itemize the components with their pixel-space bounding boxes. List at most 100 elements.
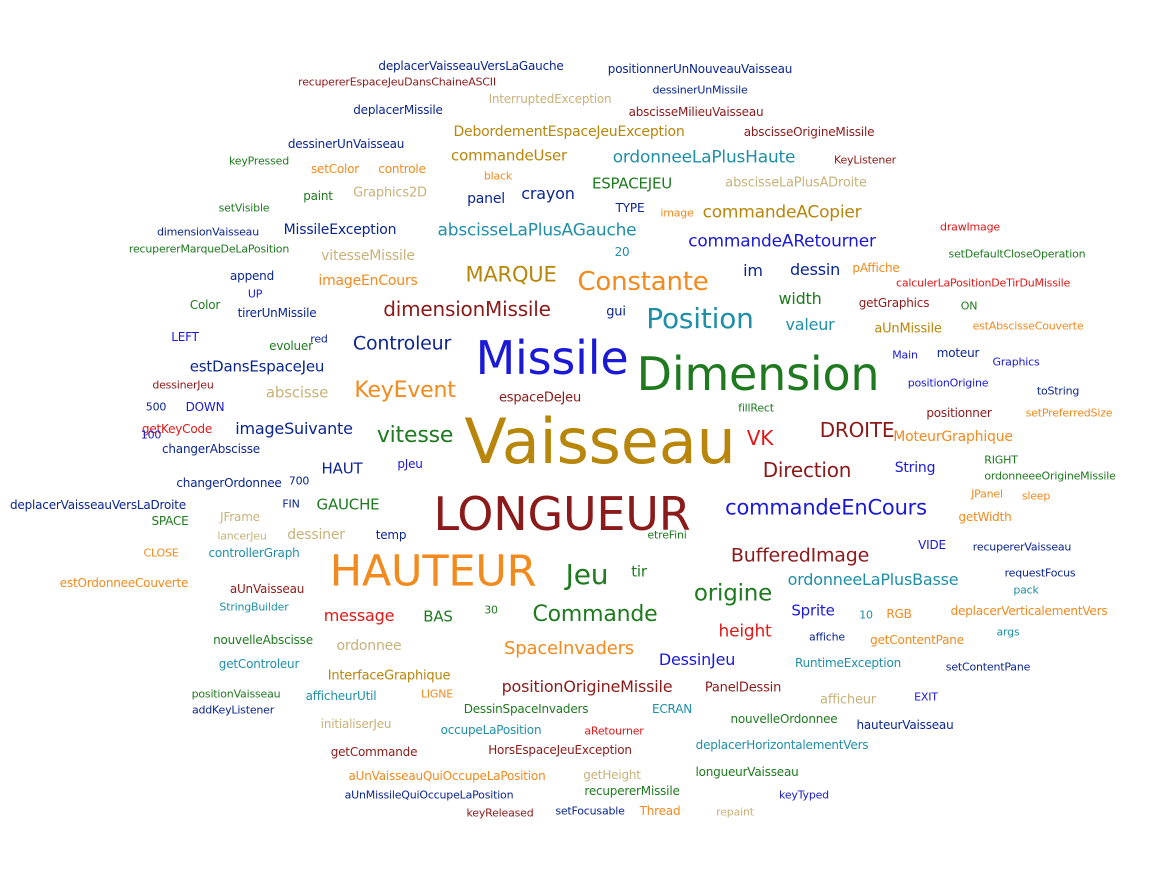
cloud-word: 500 [145, 400, 167, 414]
cloud-word: CLOSE [143, 546, 179, 560]
cloud-word: String [894, 460, 936, 476]
cloud-word: abscisseMilieuVaisseau [628, 105, 764, 119]
cloud-word: dessinerUnVaisseau [287, 137, 405, 151]
cloud-word: LONGUEUR [433, 487, 691, 541]
cloud-word: addKeyListener [191, 703, 275, 717]
cloud-word: getGraphics [858, 296, 930, 310]
cloud-word: Controleur [352, 332, 452, 355]
cloud-word: calculerLaPositionDeTirDuMissile [895, 276, 1071, 290]
cloud-word: KeyListener [833, 153, 897, 167]
cloud-word: SpaceInvaders [504, 638, 634, 659]
cloud-word: DessinSpaceInvaders [463, 702, 589, 716]
cloud-word: LEFT [171, 330, 199, 344]
cloud-word: drawImage [940, 220, 1000, 234]
cloud-word: valeur [785, 315, 835, 334]
cloud-word: commandeUser [451, 146, 567, 165]
cloud-word: dessin [789, 260, 841, 279]
cloud-word: espaceDeJeu [498, 390, 582, 406]
cloud-word: TYPE [615, 201, 645, 215]
cloud-word: occupeLaPosition [440, 723, 542, 737]
cloud-word: aUnVaisseau [229, 582, 305, 596]
cloud-word: imageSuivante [235, 419, 353, 438]
cloud-word: estOrdonneeCouverte [59, 576, 189, 590]
cloud-word: dimensionMissile [383, 297, 551, 321]
cloud-word: 700 [288, 474, 310, 488]
cloud-word: setContentPane [945, 660, 1031, 674]
cloud-word: Position [646, 302, 754, 335]
cloud-word: HorsEspaceJeuException [488, 743, 632, 757]
cloud-word: Thread [639, 804, 681, 818]
cloud-word: image [660, 206, 694, 220]
cloud-word: aRetourner [584, 724, 644, 738]
cloud-word: getContentPane [870, 633, 964, 647]
cloud-word: MoteurGraphique [893, 429, 1013, 445]
cloud-word: MissileException [283, 222, 397, 238]
cloud-word: aUnVaisseauQuiOccupeLaPosition [348, 769, 546, 783]
cloud-word: DROITE [819, 418, 895, 442]
cloud-word: origine [693, 580, 773, 607]
cloud-word: Jeu [565, 558, 609, 591]
cloud-word: getCommande [330, 745, 418, 759]
cloud-word: tir [631, 562, 647, 581]
cloud-word: setFocusable [555, 804, 625, 818]
cloud-word: keyPressed [229, 154, 289, 168]
cloud-word: initialiserJeu [320, 717, 392, 731]
cloud-word: VIDE [918, 538, 946, 552]
cloud-word: FIN [282, 497, 300, 511]
cloud-word: dimensionVaisseau [157, 225, 259, 239]
cloud-word: evoluer [269, 339, 313, 353]
cloud-word: requestFocus [1004, 566, 1076, 580]
cloud-word: abscisse [265, 383, 329, 402]
cloud-word: recupererMissile [584, 784, 680, 798]
cloud-word: positionnerUnNouveauVaisseau [607, 62, 793, 76]
cloud-word: positionOrigine [907, 376, 989, 390]
cloud-word: affiche [809, 630, 845, 644]
cloud-word: deplacerVerticalementVers [950, 604, 1108, 618]
cloud-word: height [718, 621, 772, 642]
cloud-word: imageEnCours [318, 273, 418, 289]
cloud-word: im [743, 261, 763, 280]
cloud-word: Dimension [636, 347, 880, 401]
cloud-word: getWidth [958, 510, 1012, 524]
cloud-word: 20 [614, 245, 630, 259]
cloud-word: dessinerJeu [152, 378, 214, 392]
cloud-word: InterruptedException [488, 92, 612, 106]
cloud-word: getKeyCode [141, 422, 213, 436]
cloud-word: estAbscisseCouverte [972, 319, 1084, 333]
cloud-word: black [483, 169, 513, 183]
cloud-word: pack [1013, 583, 1039, 597]
cloud-word: ordonneeLaPlusBasse [787, 570, 959, 589]
cloud-word: getControleur [218, 657, 300, 671]
cloud-word: Direction [762, 458, 852, 482]
cloud-word: sleep [1021, 489, 1051, 503]
cloud-word: pAffiche [852, 261, 900, 275]
cloud-word: args [996, 625, 1020, 639]
cloud-word: BAS [423, 607, 453, 626]
cloud-word: Constante [577, 267, 709, 297]
cloud-word: changerOrdonnee [176, 476, 282, 490]
cloud-word: positionOrigineMissile [501, 677, 673, 696]
cloud-word: estDansEspaceJeu [189, 357, 325, 376]
cloud-word: vitesseMissile [321, 248, 415, 264]
cloud-word: Vaisseau [464, 405, 736, 478]
cloud-word: RIGHT [984, 453, 1018, 467]
cloud-word: ordonneeLaPlusHaute [612, 147, 796, 168]
cloud-word: lancerJeu [217, 529, 267, 543]
cloud-word: ECRAN [652, 702, 692, 716]
cloud-word: commandeACopier [702, 202, 862, 223]
cloud-word: DebordementEspaceJeuException [453, 124, 685, 140]
cloud-word: repaint [716, 805, 754, 819]
cloud-word: Sprite [791, 601, 835, 620]
cloud-word: deplacerVaisseauVersLaGauche [378, 59, 564, 73]
cloud-word: abscisseLaPlusADroite [725, 175, 867, 191]
cloud-word: width [778, 289, 822, 308]
cloud-word: paint [303, 189, 333, 203]
cloud-word: abscisseLaPlusAGauche [437, 220, 637, 241]
cloud-word: red [310, 332, 328, 346]
cloud-word: afficheurUtil [305, 689, 377, 703]
cloud-word: SPACE [151, 514, 189, 528]
cloud-word: ordonnee [336, 638, 402, 654]
cloud-word: moteur [936, 346, 980, 360]
cloud-word: setPreferredSize [1025, 406, 1113, 420]
